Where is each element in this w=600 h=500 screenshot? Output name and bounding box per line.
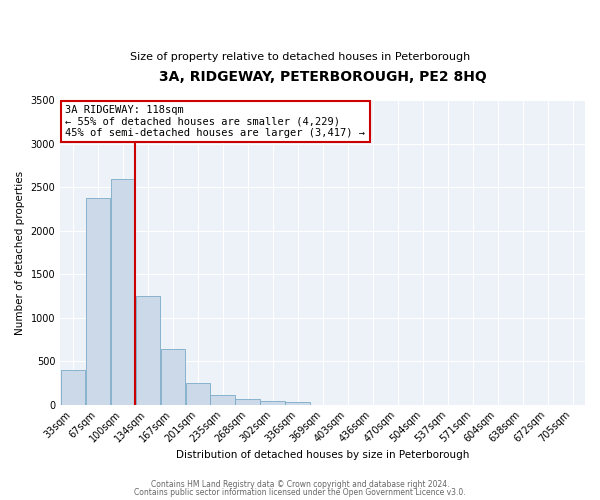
Text: 3A RIDGEWAY: 118sqm
← 55% of detached houses are smaller (4,229)
45% of semi-det: 3A RIDGEWAY: 118sqm ← 55% of detached ho… bbox=[65, 105, 365, 138]
Bar bbox=[161, 349, 185, 405]
Bar bbox=[185, 382, 210, 404]
Bar bbox=[260, 401, 285, 404]
Y-axis label: Number of detached properties: Number of detached properties bbox=[15, 170, 25, 334]
Bar bbox=[235, 400, 260, 404]
Bar bbox=[211, 395, 235, 404]
Text: Size of property relative to detached houses in Peterborough: Size of property relative to detached ho… bbox=[130, 52, 470, 62]
X-axis label: Distribution of detached houses by size in Peterborough: Distribution of detached houses by size … bbox=[176, 450, 469, 460]
Bar bbox=[61, 370, 85, 404]
Bar bbox=[286, 402, 310, 404]
Bar bbox=[110, 178, 135, 404]
Bar bbox=[136, 296, 160, 405]
Bar bbox=[86, 198, 110, 404]
Text: Contains HM Land Registry data © Crown copyright and database right 2024.: Contains HM Land Registry data © Crown c… bbox=[151, 480, 449, 489]
Title: 3A, RIDGEWAY, PETERBOROUGH, PE2 8HQ: 3A, RIDGEWAY, PETERBOROUGH, PE2 8HQ bbox=[159, 70, 487, 84]
Text: Contains public sector information licensed under the Open Government Licence v3: Contains public sector information licen… bbox=[134, 488, 466, 497]
